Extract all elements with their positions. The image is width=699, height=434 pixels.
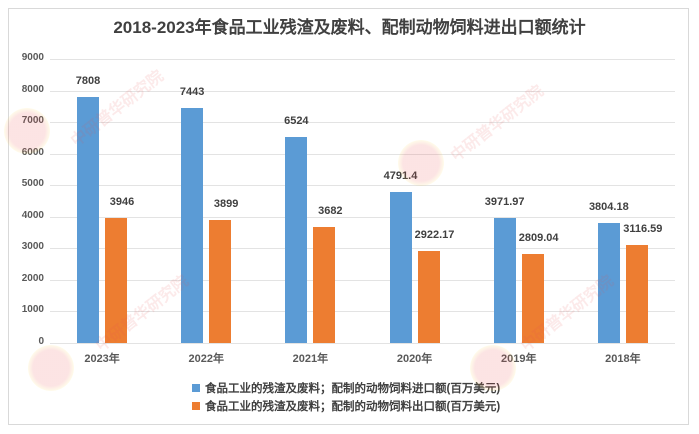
plot-area: 7808 3946 7443 3899 6524 3682 4791.4 2922.17 397…: [50, 59, 675, 344]
import-bar-2021年: [285, 137, 308, 343]
gridline: [50, 248, 675, 250]
legend-swatch-import: [192, 384, 200, 392]
data-label: 3899: [213, 197, 239, 210]
gridline: [50, 153, 675, 155]
gridline: [50, 279, 675, 281]
gridline: [50, 311, 675, 313]
data-label: 3116.59: [623, 222, 663, 235]
y-tick-label: 6000: [21, 146, 44, 158]
gridline: [50, 122, 675, 124]
data-label: 3682: [318, 204, 343, 217]
y-tick-label: 1000: [21, 304, 44, 316]
legend-label-import: 食品工业的残渣及废料；配制的动物饲料进口额(百万美元): [205, 383, 501, 395]
x-tick-label: 2018年: [605, 353, 641, 365]
data-label: 3946: [109, 196, 135, 209]
legend-item-export: 食品工业的残渣及废料；配制的动物饲料出口额(百万美元): [192, 397, 500, 415]
data-label: 2922.17: [414, 228, 455, 241]
export-bar-2023年: [105, 218, 127, 343]
y-tick-label: 4000: [21, 209, 44, 221]
import-bar-2022年: [181, 108, 204, 343]
x-tick-label: 2021年: [292, 353, 329, 365]
gridline: [50, 59, 675, 60]
data-label: 7808: [75, 74, 101, 87]
x-tick-label: 2022年: [188, 353, 224, 365]
data-label: 7443: [179, 86, 205, 99]
x-tick-label: 2019年: [501, 353, 537, 365]
import-bar-2018年: [597, 222, 620, 343]
y-tick-label: 8000: [21, 83, 44, 95]
y-tick-label: 0: [38, 336, 44, 347]
import-bar-2023年: [77, 96, 99, 343]
legend-swatch-export: [192, 402, 200, 410]
import-bar-2019年: [493, 217, 516, 343]
data-label: 2809.04: [518, 232, 559, 245]
export-bar-2020年: [417, 250, 440, 343]
export-bar-2021年: [313, 226, 336, 343]
gridline: [50, 216, 675, 218]
y-tick-label: 9000: [21, 52, 44, 63]
export-bar-2022年: [209, 219, 232, 343]
gridline: [50, 343, 675, 344]
legend-label-export: 食品工业的残渣及废料；配制的动物饲料出口额(百万美元): [205, 401, 501, 413]
data-label: 3971.97: [484, 195, 525, 208]
legend-item-import: 食品工业的残渣及废料；配制的动物饲料进口额(百万美元): [192, 379, 500, 397]
chart-frame: [8, 8, 689, 425]
y-tick-label: 2000: [21, 272, 44, 284]
gridline: [50, 90, 675, 92]
data-label: 4791.4: [383, 169, 418, 182]
y-tick-label: 5000: [21, 178, 44, 190]
data-label: 6524: [284, 115, 309, 128]
gridline: [50, 185, 675, 187]
chart-title: 2018-2023年食品工业残渣及废料、配制动物饲料进出口额统计: [113, 18, 586, 37]
export-bar-2019年: [521, 254, 544, 343]
data-label: 3804.18: [588, 200, 629, 213]
y-tick-label: 3000: [21, 241, 44, 253]
x-tick-label: 2023年: [84, 353, 120, 365]
export-bar-2018年: [625, 244, 648, 343]
import-bar-2020年: [389, 191, 412, 343]
y-tick-label: 7000: [21, 115, 44, 127]
x-tick-label: 2020年: [396, 353, 433, 365]
legend: 食品工业的残渣及废料；配制的动物饲料进口额(百万美元) 食品工业的残渣及废料；配…: [192, 379, 500, 415]
